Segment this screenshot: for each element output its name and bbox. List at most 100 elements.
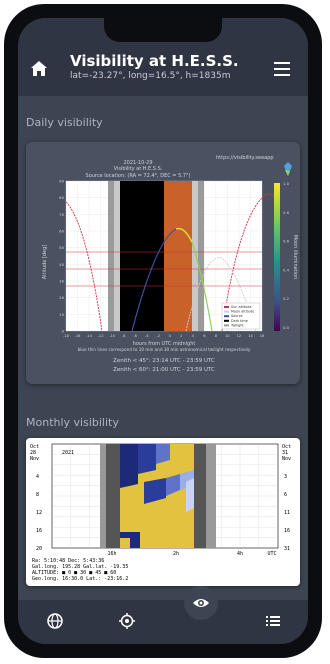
plot-caption: blue thin lines correspond to 10 min and… xyxy=(78,347,251,352)
monthly-right-label: 31 xyxy=(282,450,288,456)
eye-icon xyxy=(193,599,209,607)
x-tick-label: 14 xyxy=(248,334,253,338)
monthly-left-label: 28 xyxy=(30,450,36,456)
x-tick-label: 16 xyxy=(260,334,265,338)
monthly-right-day: 16 xyxy=(284,528,290,534)
monthly-hour-label: 16h xyxy=(107,551,116,557)
globe-icon xyxy=(47,613,63,629)
app-screen: Visibility at H.E.S.S. lat=-23.27°, long… xyxy=(18,18,308,644)
daily-visibility-card[interactable]: 2021-10-29 Visibility at H.E.S.S. Source… xyxy=(26,142,300,384)
monthly-footer-line: Geo.long. 16:30.0 Lat.: -23:16.2 xyxy=(32,576,128,582)
daily-section-title: Daily visibility xyxy=(26,116,103,129)
x-tick-label: 2 xyxy=(180,334,182,338)
y-tick-label: 10 xyxy=(59,312,64,317)
y-tick-label: 50 xyxy=(59,245,64,250)
x-tick-label: -8 xyxy=(122,334,126,338)
monthly-left-day: 20 xyxy=(36,546,42,552)
colorbar-tick-label: 0.0 xyxy=(283,325,290,330)
y-tick-label: 60 xyxy=(59,229,64,234)
colorbar-tick-label: 0.8 xyxy=(283,210,290,215)
y-tick-label: 70 xyxy=(59,212,64,217)
monthly-year: 2021 xyxy=(62,450,74,456)
nav-location-button[interactable] xyxy=(118,612,136,630)
menu-icon xyxy=(274,62,290,64)
y-tick-label: 90 xyxy=(59,179,64,184)
colorbar-tick-label: 0.6 xyxy=(283,239,290,244)
monthly-left-day: 8 xyxy=(36,492,39,498)
monthly-footer-line: Ra: 5:10:48 Dec: 5:43:36 xyxy=(32,558,104,564)
home-button[interactable] xyxy=(28,58,50,80)
list-icon xyxy=(266,616,280,626)
y-tick-label: 30 xyxy=(59,279,64,284)
nav-globe-button[interactable] xyxy=(46,612,64,630)
colorbar-label: Moon illumination xyxy=(292,235,298,280)
home-icon xyxy=(31,61,47,76)
menu-button[interactable] xyxy=(274,62,290,76)
phone-frame: Visibility at H.E.S.S. lat=-23.27°, long… xyxy=(4,4,322,658)
page-title: Visibility at H.E.S.S. xyxy=(70,52,239,70)
x-tick-label: -16 xyxy=(75,334,82,338)
monthly-hour-label: UTC xyxy=(267,551,276,557)
nav-list-button[interactable] xyxy=(264,612,282,630)
monthly-section-title: Monthly visibility xyxy=(26,416,119,429)
bottom-navigation xyxy=(18,586,308,644)
monthly-right-day: 3 xyxy=(284,474,287,480)
plot-date: 2021-10-29 xyxy=(123,160,152,166)
y-axis-label: Altitude [deg] xyxy=(42,245,48,280)
source-curve-late xyxy=(191,241,213,332)
monthly-left-day: 4 xyxy=(36,474,39,480)
y-tick-label: 20 xyxy=(59,295,64,300)
y-tick-label: 40 xyxy=(59,262,64,267)
moon-altitude-curve xyxy=(185,257,257,332)
phone-notch xyxy=(104,18,222,42)
x-tick-label: -4 xyxy=(145,334,149,338)
plot-watermark: https://visibility.seeapp xyxy=(216,155,274,161)
x-tick-label: 10 xyxy=(225,334,230,338)
plot-site: Visibility at H.E.S.S. xyxy=(114,166,163,172)
nav-visibility-button[interactable] xyxy=(184,586,218,620)
monthly-right-label: Oct xyxy=(282,444,291,450)
site-coordinates: lat=-23.27°, long=16.5°, h=1835m xyxy=(70,71,231,81)
x-axis-label: hours from UTC midnight xyxy=(133,341,196,347)
x-tick-label: -6 xyxy=(133,334,137,338)
monthly-right-label: Nov xyxy=(282,456,291,462)
x-tick-label: -10 xyxy=(109,334,116,338)
x-tick-label: -14 xyxy=(86,334,93,338)
sun-altitude-curve xyxy=(65,201,103,332)
monthly-visibility-card[interactable]: Oct 28 Nov 4 8 12 16 20 Oct 31 Nov 3 6 11 16 31 2021 1… xyxy=(26,438,300,586)
monthly-left-day: 16 xyxy=(36,528,42,534)
colorbar-tick-label: 0.4 xyxy=(283,267,290,272)
monthly-footer-line: Gal.long. 195.28 Gal.lat. -19.35 xyxy=(32,564,128,570)
monthly-left-label: Nov xyxy=(30,456,39,462)
plot-source: Source location: (RA = 72.4°, DEC = 5.7°… xyxy=(86,173,191,179)
source-curve-peak xyxy=(175,227,193,243)
x-tick-label: 8 xyxy=(215,334,218,338)
y-tick-label: 0 xyxy=(62,329,65,334)
x-ticks: -18 -16 -14 -12 -10 -8 -6 -4 -2 0 2 4 6 8 10 12 14 16 xyxy=(63,334,265,338)
legend-entry: Twilight xyxy=(230,323,244,327)
colorbar-ticks: 1.0 0.8 0.6 0.4 0.2 0.0 xyxy=(283,181,290,330)
x-tick-label: 6 xyxy=(203,334,206,338)
legend-entry: Dark time xyxy=(231,319,248,323)
monthly-footer-line: ALTITUDE: ■ 0 ■ 30 ■ 45 ■ 60 xyxy=(32,570,116,576)
monthly-bottom-axis: 16h 2h 4h UTC xyxy=(107,551,276,557)
x-tick-label: -2 xyxy=(156,334,160,338)
x-tick-label: -12 xyxy=(98,334,104,338)
crosshair-icon xyxy=(119,613,135,629)
daily-visibility-plot: 2021-10-29 Visibility at H.E.S.S. Source… xyxy=(42,155,298,373)
monthly-left-label: Oct xyxy=(30,444,39,450)
legend-entry: Moon altitude xyxy=(231,310,254,314)
monthly-hour-label: 4h xyxy=(237,551,243,557)
hess-logo-icon xyxy=(284,162,292,176)
monthly-left-day: 12 xyxy=(36,510,42,516)
zenith-45-text: Zenith < 45°: 23:14 UTC - 23:59 UTC xyxy=(113,358,215,364)
x-tick-label: 4 xyxy=(192,334,195,338)
source-curve-early xyxy=(131,228,177,332)
monthly-hour-label: 2h xyxy=(173,551,179,557)
legend-entry: Sun altitude xyxy=(231,305,252,309)
